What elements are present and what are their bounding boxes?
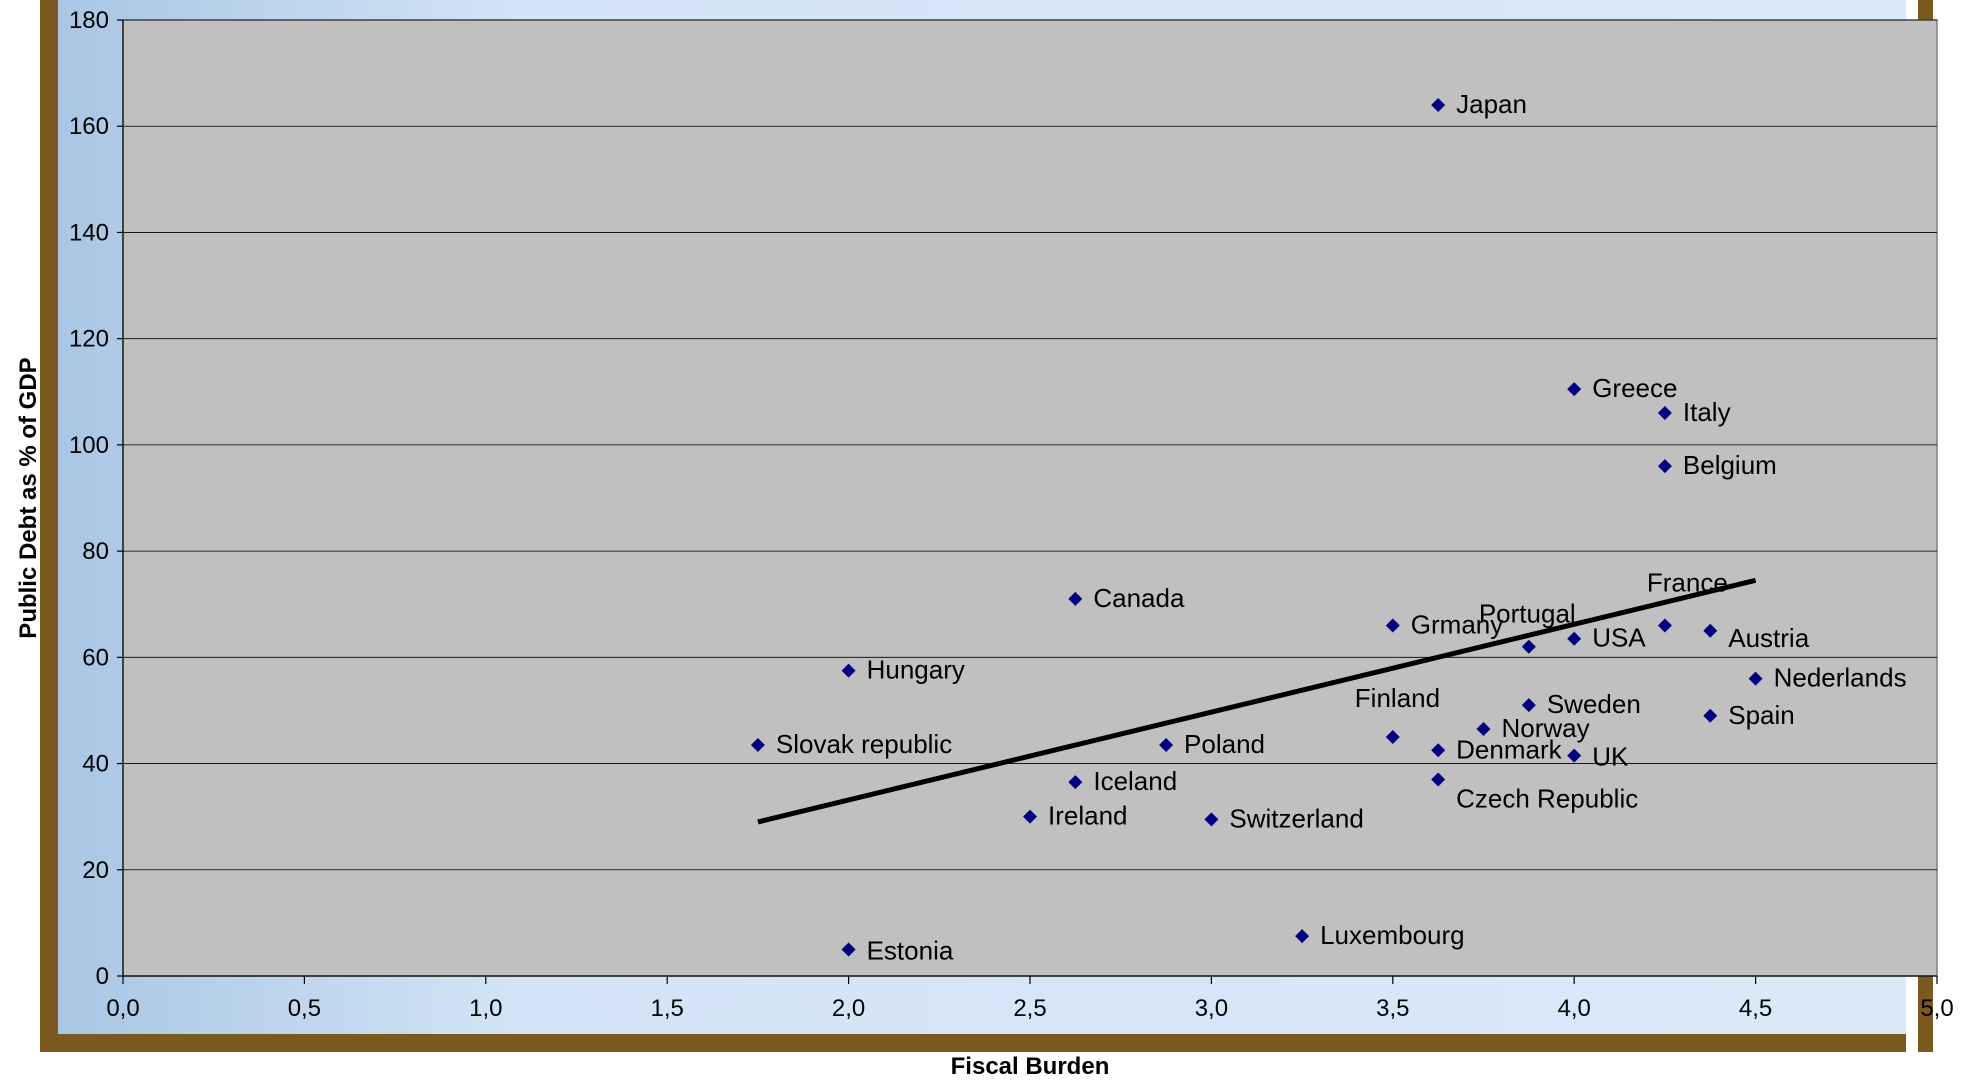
x-tick-label: 4,0 — [1558, 995, 1591, 1022]
point-label: Estonia — [867, 935, 954, 965]
gridlines — [123, 19, 1937, 871]
point-label: Poland — [1184, 729, 1265, 759]
point-marker — [841, 942, 856, 957]
trendline-group — [757, 577, 1757, 825]
x-tick-label: 0,5 — [288, 995, 321, 1022]
point-label: Hungary — [867, 655, 965, 685]
point-marker — [1385, 618, 1400, 633]
point-label: Austria — [1728, 623, 1809, 653]
x-tick-label: 4,5 — [1739, 995, 1772, 1022]
point-label: Grmany — [1411, 609, 1503, 639]
y-tick-label: 20 — [82, 857, 109, 884]
point-label: Czech Republic — [1456, 783, 1638, 813]
x-tick-label: 2,5 — [1013, 995, 1046, 1022]
point-marker — [1567, 382, 1582, 397]
x-tick-label: 5,0 — [1920, 995, 1953, 1022]
point-label: Italy — [1683, 397, 1731, 427]
point-label: Luxembourg — [1320, 920, 1465, 950]
point-label: Slovak republic — [776, 729, 952, 759]
point-marker — [1431, 97, 1446, 112]
point-marker — [1657, 618, 1672, 633]
point-label: Belgium — [1683, 450, 1777, 480]
y-axis-title: Public Debt as % of GDP — [15, 357, 42, 638]
x-axis-title: Fiscal Burden — [951, 1053, 1110, 1080]
x-tick-label: 3,0 — [1195, 995, 1228, 1022]
point-marker — [1431, 772, 1446, 787]
data-points — [750, 97, 1763, 957]
point-marker — [1159, 737, 1174, 752]
point-label: Nederlands — [1774, 663, 1907, 693]
point-label: USA — [1592, 623, 1646, 653]
point-label: Finland — [1355, 683, 1440, 713]
y-tick-label: 160 — [69, 113, 109, 140]
point-marker — [1703, 708, 1718, 723]
y-axis-ticks: 0 20 40 60 80 100 120 140 160 180 — [69, 7, 123, 990]
point-label: Greece — [1592, 373, 1677, 403]
point-marker — [1068, 775, 1083, 790]
point-marker — [1204, 812, 1219, 827]
plot-area — [122, 19, 1938, 977]
x-tick-label: 1,5 — [651, 995, 684, 1022]
point-label: UK — [1592, 742, 1629, 772]
point-marker — [1023, 809, 1037, 824]
y-tick-label: 60 — [82, 644, 109, 671]
point-marker — [1567, 748, 1582, 763]
point-label: Spain — [1728, 700, 1795, 730]
point-label: Iceland — [1093, 766, 1177, 796]
point-label: Denmark — [1456, 734, 1562, 764]
y-tick-label: 40 — [82, 751, 109, 778]
point-marker — [1476, 722, 1491, 737]
point-marker — [1068, 591, 1083, 606]
point-label: Ireland — [1048, 801, 1128, 831]
y-tick-label: 120 — [69, 326, 109, 353]
point-marker — [1567, 631, 1582, 646]
point-marker — [1703, 623, 1718, 638]
point-marker — [841, 663, 856, 678]
point-label: Canada — [1093, 583, 1185, 613]
point-label: Sweden — [1547, 689, 1641, 719]
point-marker — [1431, 743, 1446, 758]
y-tick-label: 80 — [82, 538, 109, 565]
point-marker — [1521, 639, 1536, 654]
point-marker — [1295, 929, 1310, 944]
point-label: Norway — [1502, 713, 1590, 743]
point-marker — [1521, 698, 1536, 713]
point-label: Switzerland — [1229, 803, 1363, 833]
y-tick-label: 100 — [69, 432, 109, 459]
point-label: Portugal — [1479, 599, 1576, 629]
point-label: Japan — [1456, 89, 1527, 119]
point-marker — [1657, 459, 1672, 474]
x-tick-label: 1,0 — [469, 995, 502, 1022]
point-marker — [1748, 671, 1763, 686]
x-tick-label: 3,5 — [1376, 995, 1409, 1022]
y-tick-label: 140 — [69, 219, 109, 246]
point-marker — [1657, 406, 1672, 421]
point-marker — [1385, 730, 1400, 744]
x-tick-label: 0,0 — [106, 995, 139, 1022]
x-tick-label: 2,0 — [832, 995, 865, 1022]
y-tick-label: 180 — [69, 7, 109, 34]
y-tick-label: 0 — [96, 963, 109, 990]
x-axis-ticks: 0,0 0,5 1,0 1,5 2,0 2,5 3,0 3,5 4,0 4,5 5,0 — [106, 976, 1954, 1022]
trendline — [757, 577, 1757, 825]
point-label: France — [1647, 567, 1728, 597]
point-marker — [750, 737, 765, 752]
